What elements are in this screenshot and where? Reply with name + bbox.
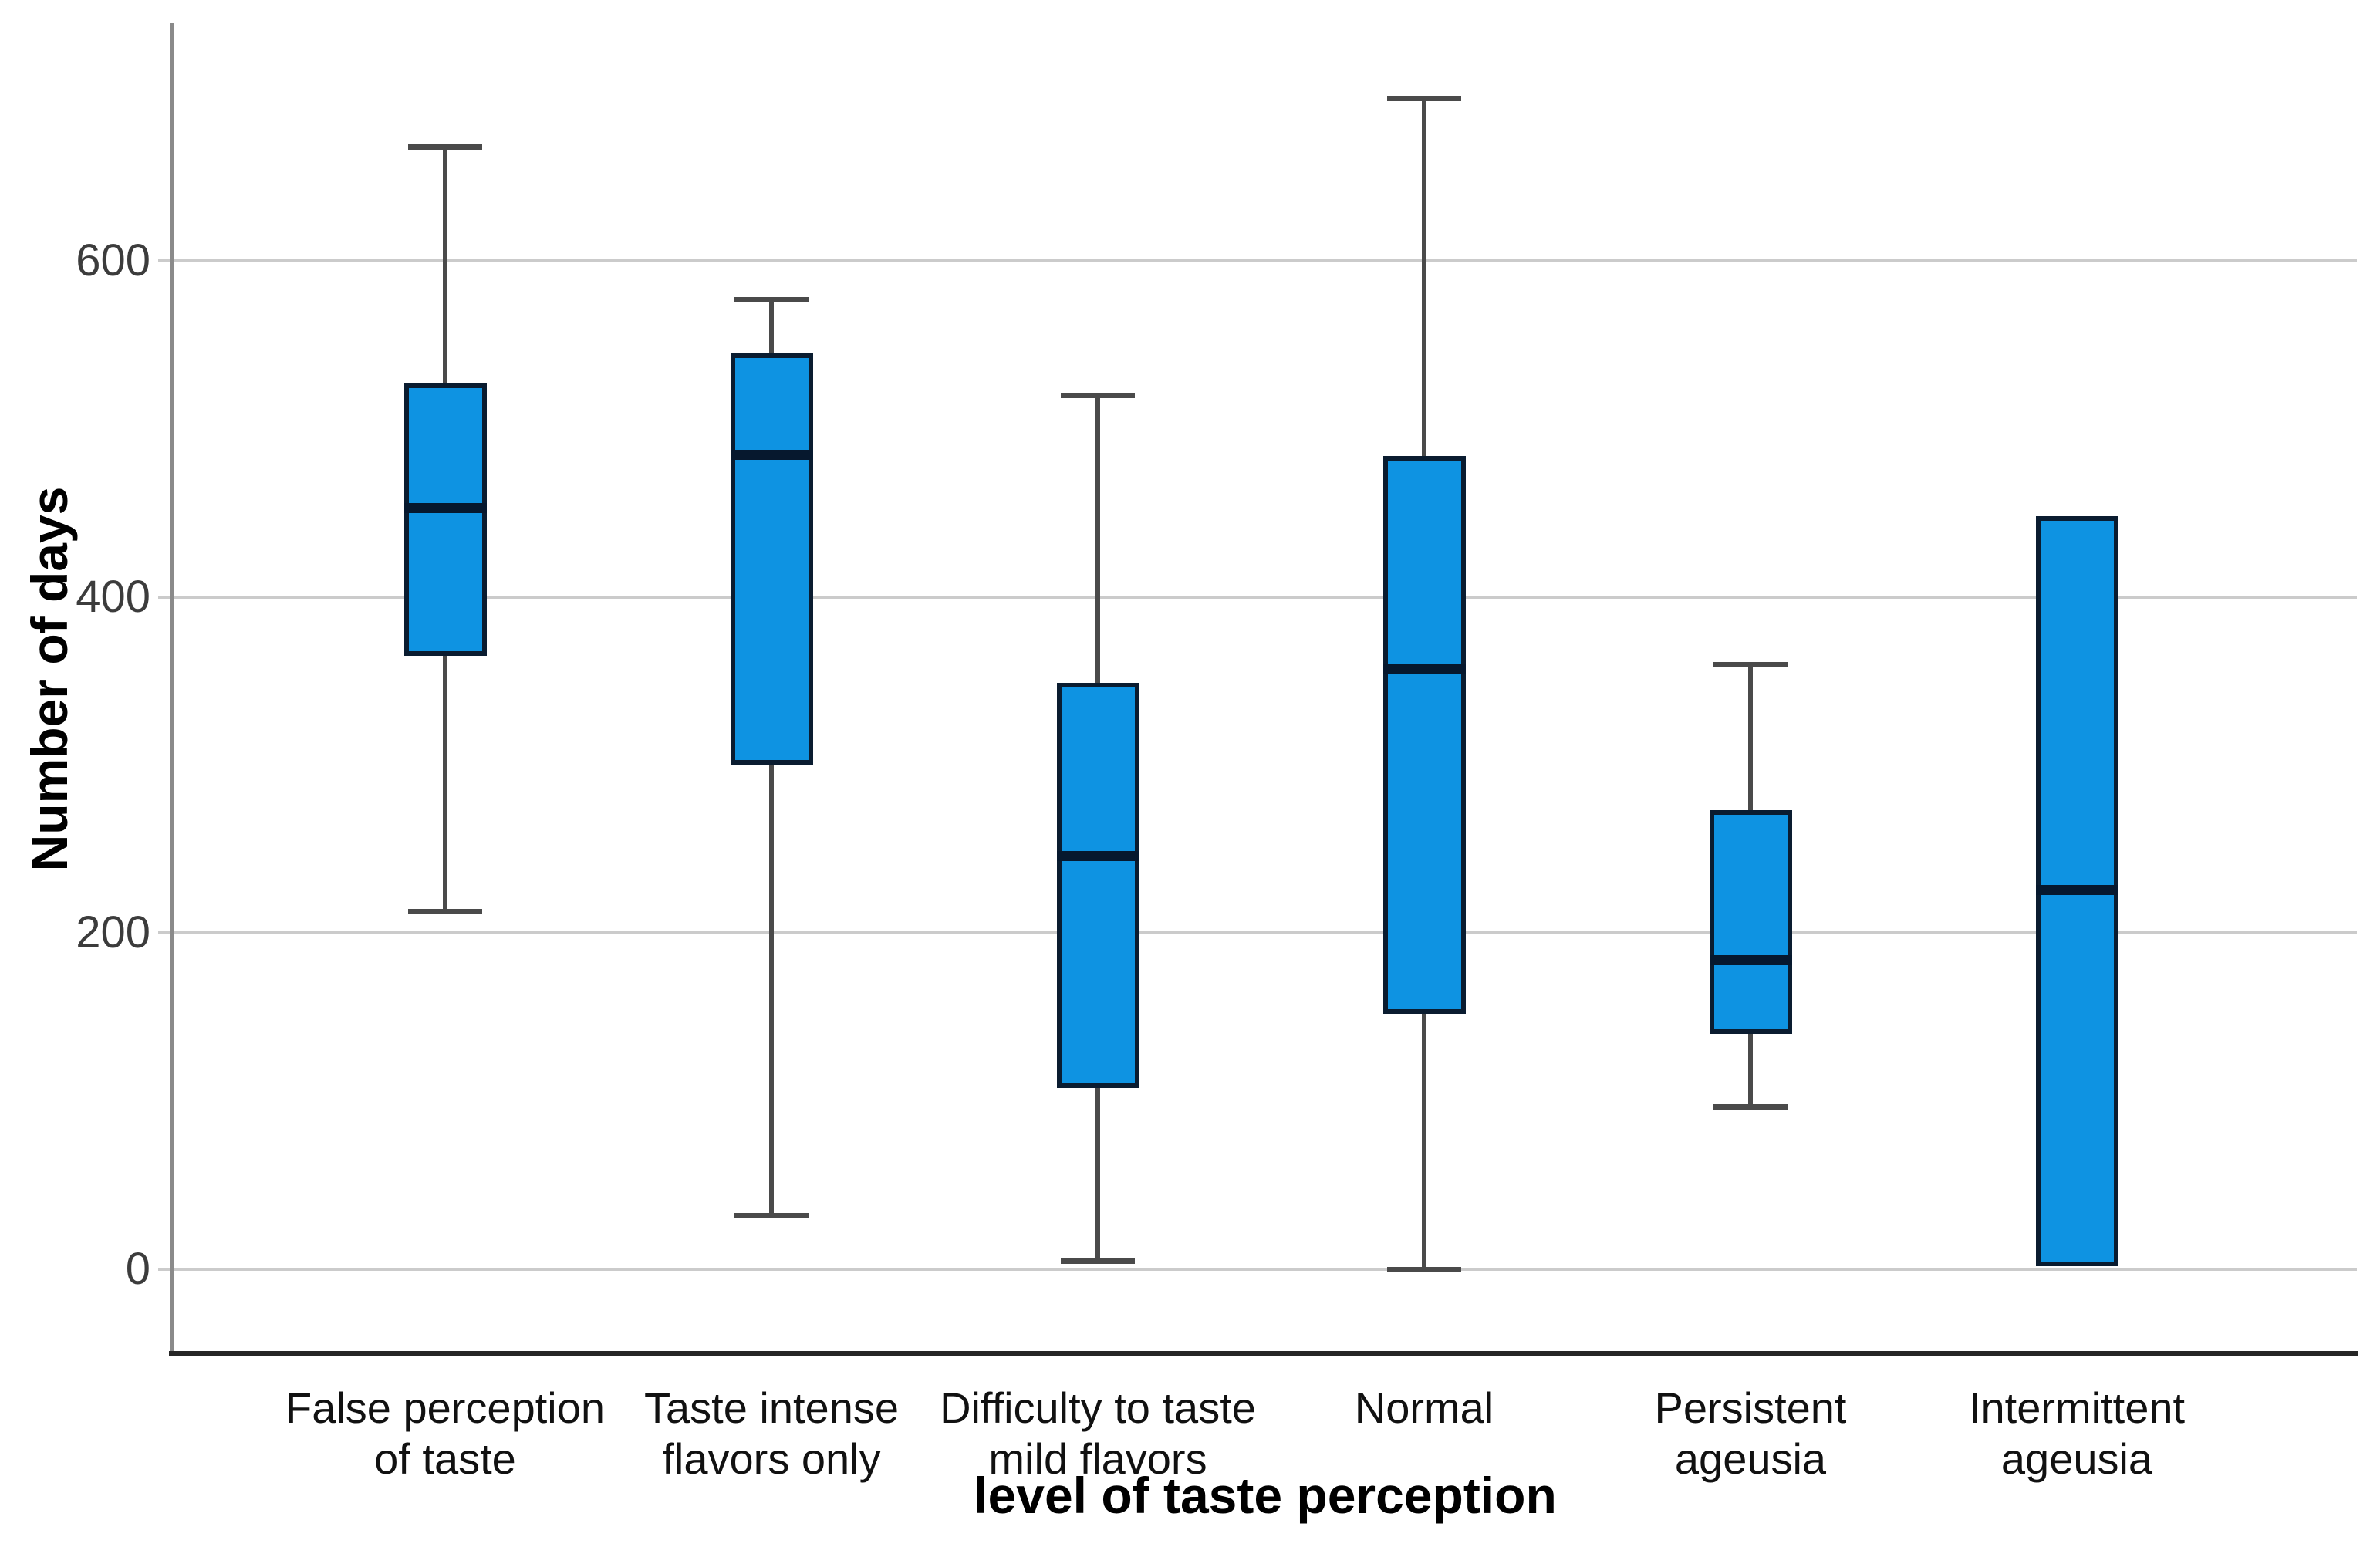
category-label-4: Persistent ageusia — [1654, 1383, 1847, 1483]
median-line-0 — [403, 503, 487, 514]
y-tick-label-400: 400 — [76, 571, 150, 622]
gridline-0 — [158, 1268, 2357, 1271]
whisker-cap-min — [1061, 1258, 1135, 1265]
x-axis-title: level of taste perception — [974, 1467, 1557, 1524]
median-line-4 — [1709, 955, 1792, 966]
median-line-1 — [730, 449, 813, 460]
gridline-200 — [158, 931, 2357, 935]
whisker-cap-max — [1061, 393, 1135, 399]
whisker-cap-min — [1387, 1267, 1461, 1272]
x-axis-line — [169, 1351, 2358, 1356]
whisker-cap-max — [1387, 95, 1461, 101]
y-axis-line — [170, 23, 174, 1351]
box-2 — [1056, 682, 1139, 1088]
category-label-2: Difficulty to taste mild flavors — [940, 1383, 1256, 1483]
y-tick-label-200: 200 — [76, 907, 150, 958]
gridline-600 — [158, 259, 2357, 262]
median-line-5 — [2035, 884, 2118, 895]
median-line-2 — [1056, 851, 1139, 862]
whisker-cap-min — [734, 1213, 809, 1219]
category-label-3: Normal — [1354, 1383, 1494, 1432]
whisker-cap-min — [408, 909, 482, 914]
box-3 — [1382, 455, 1466, 1014]
median-line-3 — [1382, 664, 1466, 675]
y-tick-label-600: 600 — [76, 235, 150, 285]
whisker-cap-max — [1713, 661, 1788, 667]
whisker-cap-min — [1713, 1103, 1788, 1110]
whisker-cap-max — [734, 297, 809, 303]
box-4 — [1709, 810, 1792, 1035]
whisker-cap-max — [408, 144, 482, 150]
category-label-1: Taste intense flavors only — [644, 1383, 899, 1483]
category-label-0: False perception of taste — [285, 1383, 605, 1483]
box-1 — [730, 353, 813, 765]
y-axis-title: Number of days — [21, 486, 78, 872]
box-0 — [403, 383, 487, 656]
gridline-400 — [158, 595, 2357, 599]
category-label-5: Intermittent ageusia — [1968, 1383, 2186, 1483]
y-tick-label-0: 0 — [125, 1244, 150, 1294]
